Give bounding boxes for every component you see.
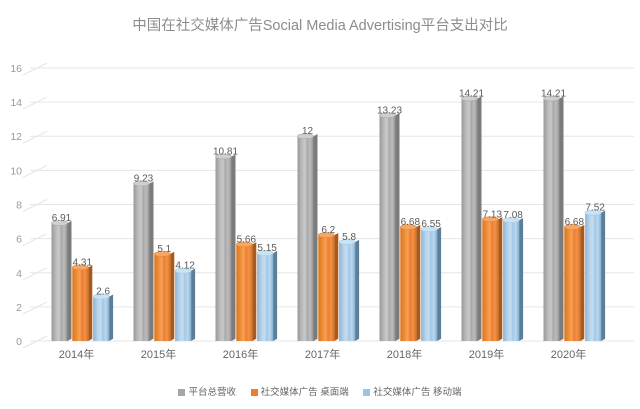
svg-text:0: 0 [16, 336, 22, 348]
svg-text:7.52: 7.52 [585, 203, 605, 214]
svg-text:4.31: 4.31 [73, 258, 93, 269]
svg-text:12: 12 [302, 126, 314, 137]
svg-text:7.13: 7.13 [483, 209, 503, 220]
svg-text:6.91: 6.91 [52, 213, 72, 224]
svg-text:6.68: 6.68 [565, 217, 585, 228]
svg-text:2016年: 2016年 [223, 347, 258, 361]
svg-text:10: 10 [10, 165, 22, 177]
svg-text:8: 8 [16, 200, 22, 212]
svg-text:5.1: 5.1 [157, 244, 171, 255]
svg-text:6: 6 [16, 234, 22, 246]
svg-text:10.81: 10.81 [213, 147, 238, 158]
svg-text:5.8: 5.8 [342, 232, 356, 243]
svg-text:6.2: 6.2 [321, 225, 335, 236]
svg-text:6.55: 6.55 [421, 219, 441, 230]
svg-text:2018年: 2018年 [387, 347, 422, 361]
svg-text:2020年: 2020年 [551, 347, 586, 361]
svg-text:2019年: 2019年 [469, 347, 504, 361]
svg-text:14.21: 14.21 [459, 89, 484, 100]
svg-text:2.6: 2.6 [96, 287, 110, 298]
svg-text:7.08: 7.08 [503, 210, 523, 221]
svg-text:12: 12 [10, 131, 22, 143]
svg-text:16: 16 [10, 63, 22, 75]
svg-text:13.23: 13.23 [377, 105, 402, 116]
svg-text:2017年: 2017年 [305, 347, 340, 361]
svg-text:2015年: 2015年 [141, 347, 176, 361]
svg-text:4.12: 4.12 [175, 261, 195, 272]
svg-text:5.15: 5.15 [257, 243, 277, 254]
svg-text:2: 2 [16, 302, 22, 314]
svg-text:14: 14 [10, 97, 22, 109]
svg-text:2014年: 2014年 [59, 347, 94, 361]
svg-text:4: 4 [16, 268, 22, 280]
svg-text:9.23: 9.23 [134, 174, 154, 185]
svg-text:14.21: 14.21 [541, 89, 566, 100]
svg-text:5.66: 5.66 [237, 234, 257, 245]
svg-text:6.68: 6.68 [401, 217, 421, 228]
